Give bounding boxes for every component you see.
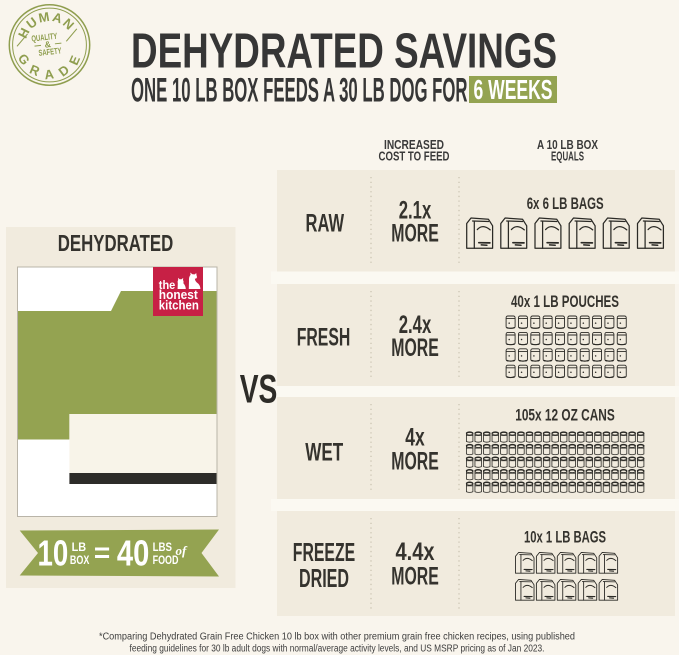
svg-text:DEHYDRATED: DEHYDRATED <box>58 230 174 256</box>
svg-text:VS: VS <box>240 368 278 412</box>
svg-text:10: 10 <box>38 533 69 574</box>
svg-text:4.4x: 4.4x <box>396 538 435 566</box>
svg-text:the: the <box>159 278 176 292</box>
svg-text:of: of <box>176 543 189 558</box>
svg-text:ONE 10 LB BOX FEEDS A 30 LB DO: ONE 10 LB BOX FEEDS A 30 LB DOG FOR <box>131 72 468 110</box>
svg-text:6x 6 LB BAGS: 6x 6 LB BAGS <box>527 194 604 213</box>
svg-text:INCREASED: INCREASED <box>384 137 444 152</box>
svg-text:honest: honest <box>159 288 199 302</box>
svg-text:2.1x: 2.1x <box>399 197 432 225</box>
svg-text:40: 40 <box>117 533 149 574</box>
svg-text:105x 12 OZ CANS: 105x 12 OZ CANS <box>515 406 615 425</box>
svg-text:MORE: MORE <box>391 562 439 590</box>
svg-text:FREEZE: FREEZE <box>293 537 355 567</box>
svg-text:4x: 4x <box>405 423 424 451</box>
svg-text:WET: WET <box>305 439 343 467</box>
svg-text:2.4x: 2.4x <box>399 311 432 339</box>
svg-text:kitchen: kitchen <box>159 299 199 313</box>
svg-text:40x 1 LB POUCHES: 40x 1 LB POUCHES <box>511 292 619 311</box>
svg-text:SAFETY: SAFETY <box>38 45 62 58</box>
svg-text:=: = <box>94 537 110 568</box>
svg-text:10x 1 LB BAGS: 10x 1 LB BAGS <box>524 528 606 547</box>
svg-text:EQUALS: EQUALS <box>551 149 584 164</box>
svg-text:MORE: MORE <box>391 334 439 362</box>
svg-text:DEHYDRATED SAVINGS: DEHYDRATED SAVINGS <box>131 25 557 79</box>
svg-text:feeding guidelines for 30 lb a: feeding guidelines for 30 lb adult dogs … <box>130 644 545 655</box>
svg-text:RAW: RAW <box>306 209 345 237</box>
svg-text:BOX: BOX <box>70 553 90 567</box>
svg-text:LBS: LBS <box>153 540 172 554</box>
svg-text:&: & <box>44 39 52 50</box>
svg-text:FRESH: FRESH <box>297 324 351 352</box>
svg-text:A 10 LB BOX: A 10 LB BOX <box>537 137 598 152</box>
svg-text:*Comparing Dehydrated Grain Fr: *Comparing Dehydrated Grain Free Chicken… <box>99 632 575 643</box>
svg-text:FOOD: FOOD <box>153 553 179 567</box>
svg-text:COST TO FEED: COST TO FEED <box>379 149 450 164</box>
svg-text:QUALITY: QUALITY <box>31 31 58 44</box>
svg-text:6 WEEKS: 6 WEEKS <box>474 74 553 105</box>
svg-text:DRIED: DRIED <box>299 563 349 593</box>
svg-text:MORE: MORE <box>391 448 439 476</box>
svg-text:LB: LB <box>72 540 87 554</box>
svg-text:MORE: MORE <box>391 220 439 248</box>
